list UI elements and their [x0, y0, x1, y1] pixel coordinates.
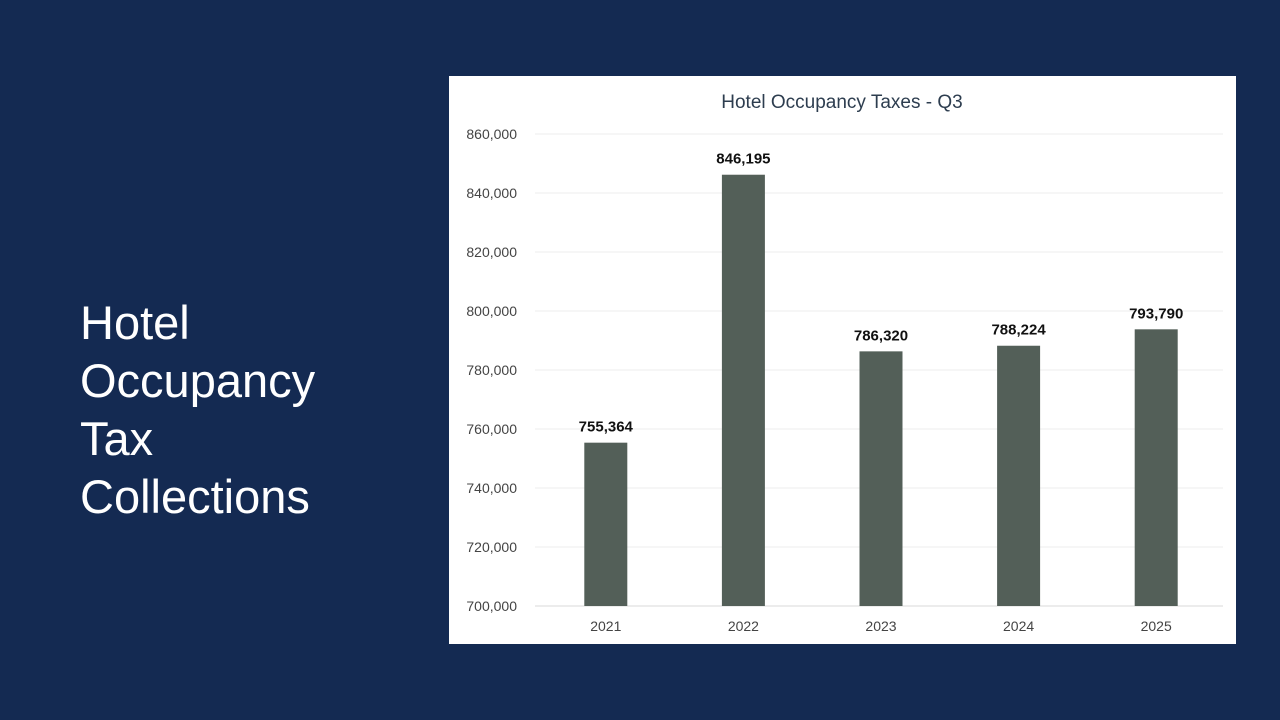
bar [859, 351, 903, 606]
y-tick-label: 800,000 [466, 303, 517, 319]
bar-chart: Hotel Occupancy Taxes - Q3 700,000 720,00… [466, 92, 1223, 634]
x-tick-label: 2025 [1141, 618, 1172, 634]
data-label: 793,790 [1129, 305, 1183, 322]
data-label: 846,195 [716, 151, 770, 168]
bar [1134, 329, 1178, 606]
x-tick-label: 2021 [590, 618, 621, 634]
slide-title-line: Collections [80, 470, 310, 523]
y-tick-label: 820,000 [466, 244, 517, 260]
y-tick-label: 700,000 [466, 598, 517, 614]
x-axis: 2021 2022 2023 2024 2025 [590, 618, 1172, 634]
y-tick-label: 840,000 [466, 185, 517, 201]
data-label: 788,224 [991, 322, 1046, 339]
bar [997, 345, 1041, 606]
slide-title: Hotel Occupancy Tax Collections [80, 294, 420, 526]
slide-title-line: Occupancy [80, 354, 316, 407]
data-label: 755,364 [579, 419, 634, 436]
slide-title-line: Hotel [80, 296, 190, 349]
bars [584, 174, 1178, 607]
bar [721, 174, 765, 607]
x-tick-label: 2022 [728, 618, 759, 634]
data-label: 786,320 [854, 327, 908, 344]
y-tick-label: 860,000 [466, 126, 517, 142]
y-axis: 700,000 720,000 740,000 760,000 780,000 800,0… [466, 126, 517, 614]
bar [584, 442, 628, 606]
x-tick-label: 2023 [865, 618, 896, 634]
y-tick-label: 740,000 [466, 480, 517, 496]
data-labels: 755,364 846,195 786,320 788,224 793,790 [579, 151, 1184, 436]
y-tick-label: 760,000 [466, 421, 517, 437]
y-tick-label: 720,000 [466, 539, 517, 555]
chart-title: Hotel Occupancy Taxes - Q3 [721, 92, 962, 113]
y-tick-label: 780,000 [466, 362, 517, 378]
x-tick-label: 2024 [1003, 618, 1034, 634]
chart-panel: Hotel Occupancy Taxes - Q3 700,000 720,00… [449, 76, 1236, 644]
slide-title-line: Tax [80, 412, 154, 465]
